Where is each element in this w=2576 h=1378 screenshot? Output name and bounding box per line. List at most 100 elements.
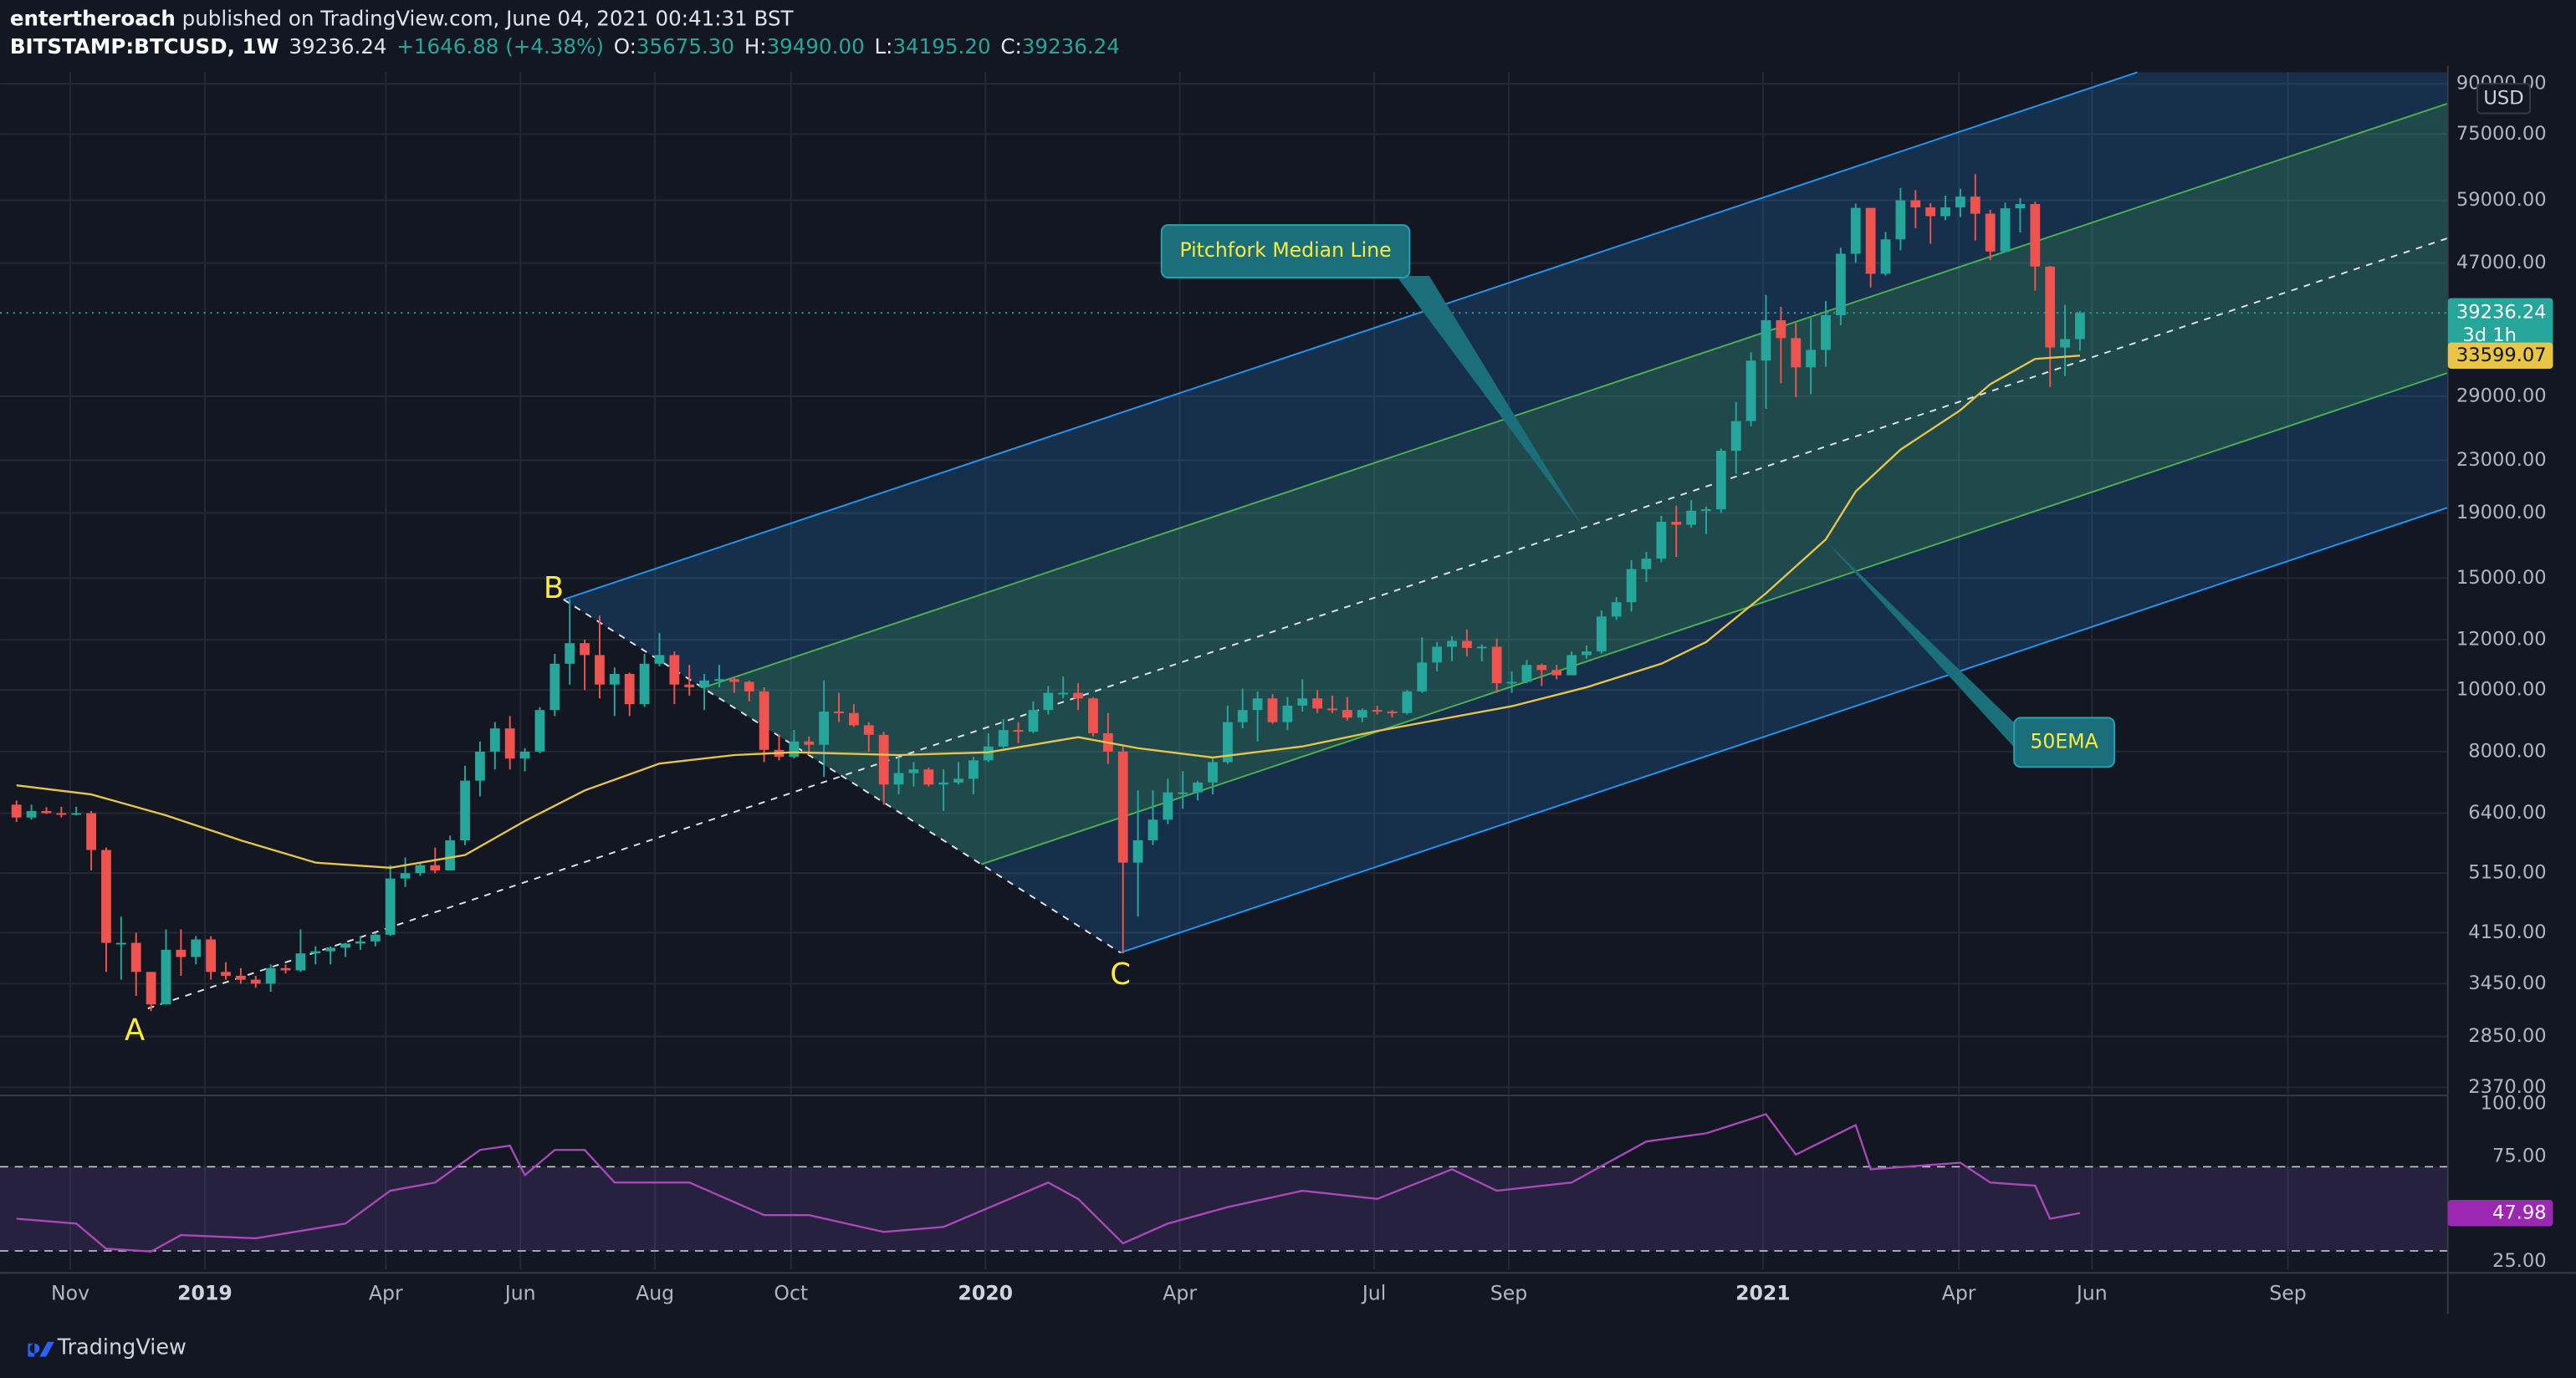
candle-body <box>1955 196 1965 208</box>
candle-body <box>2075 313 2085 339</box>
y-tick-label: 23000.00 <box>2456 449 2547 471</box>
x-tick-label: Jun <box>2075 1281 2108 1304</box>
candle-body <box>161 949 171 1005</box>
candle-body <box>893 773 904 785</box>
candle-body <box>1880 239 1891 274</box>
candle-body <box>534 710 545 752</box>
candle-body <box>1611 602 1622 617</box>
callout-text: Pitchfork Median Line <box>1179 238 1391 262</box>
candle-body <box>2060 339 2070 348</box>
y-tick-label: 2850.00 <box>2468 1025 2546 1047</box>
y-tick-label: 100.00 <box>2481 1092 2547 1114</box>
candle-body <box>834 711 844 713</box>
footer-text: TradingView <box>57 1335 187 1360</box>
candle-body <box>1910 200 1921 208</box>
candle-body <box>1730 421 1741 452</box>
y-tick-label: 75.00 <box>2492 1145 2547 1166</box>
candle-body <box>1462 641 1472 648</box>
y-tick-label: 47000.00 <box>2456 252 2547 273</box>
candle-body <box>1761 319 1771 361</box>
candle-body <box>1058 692 1069 695</box>
candle-body <box>1222 722 1233 763</box>
candle-body <box>400 873 411 879</box>
ema-label: 33599.07 <box>2456 344 2547 366</box>
pitchfork-lower <box>1120 507 2449 954</box>
ohlc-value: 35675.30 <box>636 34 734 59</box>
candle-body <box>1491 646 1502 684</box>
candle-body <box>1567 655 1577 676</box>
candle-body <box>1686 510 1696 525</box>
candle-body <box>998 730 1009 747</box>
candle-body <box>759 691 769 750</box>
pitchfork-inner-lower <box>980 371 2449 865</box>
candle-body <box>71 813 82 815</box>
candle-body <box>1791 338 1802 368</box>
candle-body <box>250 979 261 984</box>
point-label: C <box>1110 957 1131 992</box>
candle-body <box>908 769 919 773</box>
last-price: 39236.24 <box>289 34 386 59</box>
candle-body <box>595 655 605 685</box>
candle-body <box>1147 819 1158 840</box>
y-tick-label: 10000.00 <box>2456 679 2547 701</box>
ohlc-label: O: <box>614 34 636 59</box>
candle-body <box>728 679 739 682</box>
rsi-label: 47.98 <box>2492 1202 2547 1223</box>
candle-body <box>1132 840 1143 863</box>
candle-body <box>206 939 217 972</box>
candle-body <box>1626 569 1637 603</box>
candle-body <box>1417 662 1428 692</box>
callout-box <box>2013 717 2115 768</box>
candle-body <box>1178 792 1188 794</box>
candle-body <box>385 878 396 935</box>
candle-body <box>1447 641 1457 647</box>
candle-body <box>519 751 530 759</box>
candle-body <box>235 975 246 980</box>
y-tick-label: 3450.00 <box>2468 972 2546 994</box>
candle-body <box>1925 207 1936 217</box>
author: entertheroach <box>10 7 176 31</box>
candle-body <box>1895 200 1906 240</box>
candle-body <box>280 967 291 971</box>
symbol-line: BITSTAMP:BTCUSD, 1W 39236.24 +1646.88 (+4.… <box>10 34 1120 59</box>
candle-body <box>504 728 515 759</box>
candle-body <box>2045 266 2056 348</box>
y-tick-label: 19000.00 <box>2456 502 2547 523</box>
candle-body <box>1776 319 1786 339</box>
x-tick-label: Oct <box>774 1281 808 1304</box>
currency-box <box>2476 83 2531 115</box>
candle-body <box>1117 751 1128 863</box>
ohlc-label: H: <box>744 34 767 59</box>
candle-body <box>265 967 276 984</box>
candle-body <box>1476 646 1487 649</box>
y-tick-label: 59000.00 <box>2456 189 2547 211</box>
candle-body <box>580 643 590 656</box>
pitchfork-inner-fill <box>703 103 2448 865</box>
candle-body <box>1163 792 1173 820</box>
candle-body <box>325 947 336 952</box>
x-tick-label: Sep <box>1490 1281 1527 1304</box>
callout-box <box>1160 224 1411 278</box>
candle-body <box>819 711 830 745</box>
point-label: A <box>125 1013 145 1048</box>
candle-body <box>549 663 560 711</box>
candle-body <box>1656 522 1667 559</box>
candle-body <box>699 680 710 687</box>
candle-body <box>1282 705 1293 722</box>
candle-body <box>1013 730 1024 732</box>
callout-pointer <box>1396 275 1582 526</box>
rsi-label-box <box>2447 1200 2553 1227</box>
candle-body <box>1551 670 1562 676</box>
pitchfork <box>147 71 2449 1009</box>
x-tick-label: Apr <box>369 1281 403 1304</box>
logo-icon <box>13 1341 54 1357</box>
point-label: B <box>544 571 564 605</box>
header-line: entertheroach published on TradingView.c… <box>10 7 795 31</box>
candle-body <box>863 725 874 735</box>
candle-body <box>130 942 141 972</box>
y-tick-label: 5150.00 <box>2468 862 2546 884</box>
x-tick-label: 2019 <box>177 1281 233 1304</box>
pitchfork-inner-upper <box>702 102 2449 689</box>
candle-body <box>41 810 52 814</box>
